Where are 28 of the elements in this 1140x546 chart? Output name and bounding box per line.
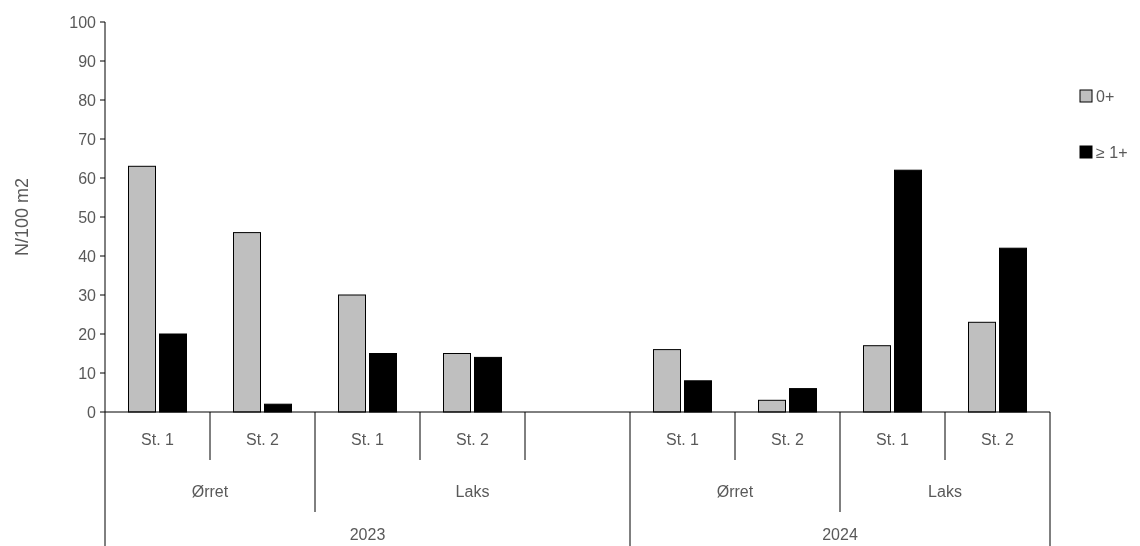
x-tick-label: St. 2 [771,431,805,448]
x-tick-label: St. 2 [981,431,1015,448]
text: Ørret [716,483,754,500]
y-tick-label: 60 [78,169,97,187]
x-tick-label: St. 1 [876,431,910,448]
x-tick-label: St. 1 [351,431,385,448]
y-tick-label: 100 [69,13,97,31]
y-tick-label: 80 [78,91,97,109]
y-tick-label: 50 [78,208,97,226]
y-tick-label: 0 [87,403,97,421]
y-tick-label: 30 [78,286,97,304]
text: Laks [455,483,490,500]
text: 2023 [349,526,386,543]
y-tick-label: 70 [78,130,97,148]
legend-label: 0+ [1096,87,1115,105]
x-tick-label: St. 1 [666,431,700,448]
text: Ørret [191,483,229,500]
y-tick-label: 40 [78,247,97,265]
x-tick-label: St. 1 [141,431,175,448]
text: 2024 [822,526,858,543]
text: Laks [928,483,962,500]
y-tick-label: 10 [78,364,97,382]
y-tick-label: 20 [78,325,97,343]
x-tick-label: St. 2 [246,431,280,448]
legend-label: ≥ 1+ [1096,143,1128,161]
y-axis-title: N/100 m2 [12,177,32,257]
x-tick-label: St. 2 [456,431,490,448]
y-tick-label: 90 [78,52,97,70]
